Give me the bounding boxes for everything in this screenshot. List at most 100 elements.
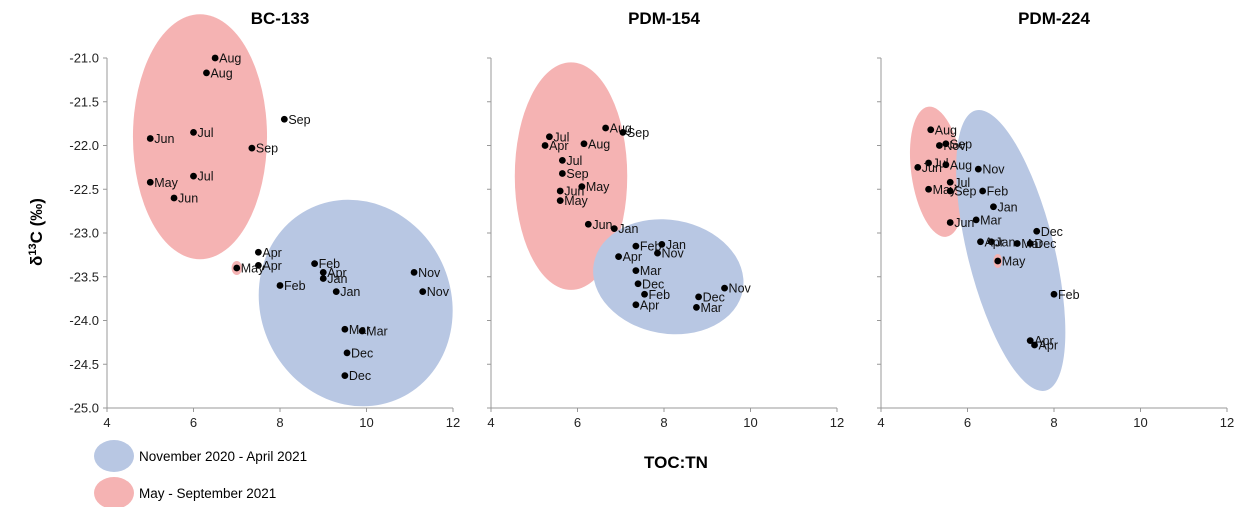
data-point: [343, 349, 351, 357]
data-point: [556, 187, 564, 195]
data-label: Apr: [1039, 339, 1058, 353]
data-point: [1050, 290, 1058, 298]
data-label: Aug: [950, 158, 972, 172]
data-label: Jun: [564, 185, 584, 199]
x-tick-label: 4: [103, 415, 110, 430]
y-tick-label: -24.5: [69, 357, 99, 372]
data-label: Dec: [1041, 225, 1063, 239]
data-point: [203, 69, 210, 77]
data-label: Jun: [592, 218, 612, 232]
summer-cluster-ellipse: [514, 62, 628, 290]
data-point: [341, 372, 349, 380]
data-label: Jun: [954, 216, 974, 230]
data-point: [248, 144, 256, 152]
data-label: Jul: [198, 126, 214, 140]
data-point: [619, 128, 627, 136]
x-tick-label: 10: [359, 415, 373, 430]
x-tick-label: 12: [1220, 415, 1234, 430]
data-point: [987, 238, 995, 246]
data-point: [946, 178, 954, 186]
data-label: Apr: [984, 235, 1003, 249]
data-label: May: [241, 262, 265, 276]
data-label: Jul: [566, 154, 582, 168]
data-point: [693, 303, 700, 311]
data-point: [946, 187, 954, 195]
data-label: Apr: [549, 139, 568, 153]
data-point: [556, 197, 564, 205]
data-label: Apr: [262, 246, 281, 260]
data-label: Mar: [700, 301, 722, 315]
data-point: [558, 170, 566, 177]
data-label: Sep: [256, 142, 278, 156]
x-tick-label: 6: [574, 415, 581, 430]
data-point: [419, 288, 427, 296]
data-label: Apr: [262, 259, 281, 273]
data-label: Jun: [178, 192, 198, 206]
data-point: [935, 142, 943, 149]
data-label: May: [154, 176, 178, 190]
data-point: [170, 194, 178, 202]
x-tick-label: 10: [1133, 415, 1147, 430]
data-label: Jan: [995, 235, 1015, 249]
data-label: May: [586, 180, 610, 194]
data-point: [1033, 227, 1041, 235]
data-label: Feb: [987, 185, 1009, 199]
data-label: Feb: [319, 257, 341, 271]
x-tick-label: 8: [1050, 415, 1057, 430]
data-label: Jun: [922, 161, 942, 175]
data-point: [927, 126, 935, 134]
data-label: Apr: [640, 298, 659, 312]
winter-cluster-ellipse: [593, 219, 744, 335]
x-tick-label: 4: [487, 415, 494, 430]
data-point: [979, 187, 987, 195]
data-label: Aug: [219, 52, 241, 66]
data-label: Mar: [366, 325, 388, 339]
data-label: Apr: [623, 250, 642, 264]
data-point: [254, 261, 262, 269]
data-point: [974, 165, 982, 173]
data-point: [942, 161, 950, 169]
data-point: [942, 140, 950, 148]
data-label: Jul: [198, 170, 214, 184]
x-tick-label: 8: [660, 415, 667, 430]
data-point: [602, 124, 610, 132]
data-label: Feb: [649, 288, 671, 302]
x-tick-label: 10: [743, 415, 757, 430]
x-tick-label: 6: [964, 415, 971, 430]
data-label: Jan: [666, 238, 686, 252]
data-label: Dec: [703, 290, 725, 304]
data-label: Dec: [351, 346, 373, 360]
data-label: Mar: [640, 264, 662, 278]
data-label: Jan: [618, 222, 638, 236]
data-point: [925, 159, 932, 167]
data-label: Jan: [327, 272, 347, 286]
legend-swatch-winter: [94, 440, 134, 472]
data-label: Sep: [627, 126, 649, 140]
data-point: [632, 301, 640, 309]
data-label: Nov: [418, 266, 441, 280]
data-label: Sep: [288, 113, 310, 127]
data-point: [319, 268, 327, 276]
y-tick-label: -24.0: [69, 313, 99, 328]
data-point: [311, 260, 318, 268]
data-point: [634, 280, 642, 288]
data-point: [341, 325, 349, 333]
x-tick-label: 6: [190, 415, 197, 430]
data-label: Apr: [327, 266, 346, 280]
y-tick-label: -23.0: [69, 226, 99, 241]
data-point: [721, 284, 728, 292]
x-tick-label: 8: [276, 415, 283, 430]
data-point: [615, 253, 622, 261]
y-tick-label: -23.5: [69, 269, 99, 284]
data-point: [990, 203, 997, 211]
data-point: [190, 172, 197, 180]
data-point: [254, 248, 262, 256]
panels: 4 6 8 10 12 -21.0 -21.5 -22.0 -22.5 -23.0 -23.5 -24…: [69, 9, 1234, 430]
data-point: [641, 290, 648, 298]
legend: November 2020 - April 2021 May - Septemb…: [94, 440, 307, 507]
data-label: Aug: [210, 66, 232, 80]
data-label: Sep: [950, 137, 972, 151]
